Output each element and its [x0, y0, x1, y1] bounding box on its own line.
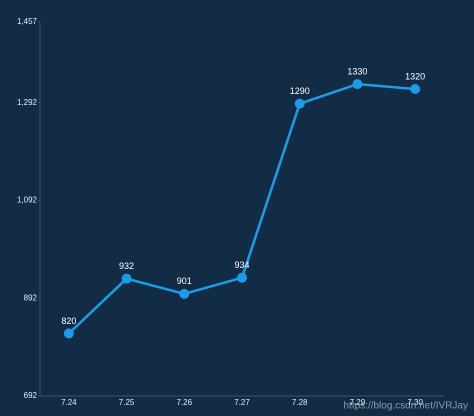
y-tick-label: 1,092: [17, 196, 38, 205]
value-label: 934: [234, 260, 249, 270]
x-tick-label: 7.27: [234, 398, 250, 407]
value-label: 1330: [347, 66, 367, 76]
point: [237, 272, 247, 283]
watermark: https://blog.csdn.net/IVRJay: [343, 401, 468, 412]
y-tick-label: 1,292: [17, 98, 38, 107]
x-tick-label: 7.25: [119, 398, 135, 407]
point: [352, 79, 363, 90]
value-label: 932: [119, 261, 134, 271]
x-tick-label: 7.26: [176, 398, 192, 407]
point: [294, 98, 305, 109]
value-label: 1320: [405, 71, 425, 81]
x-tick-label: 7.24: [61, 398, 77, 407]
point: [121, 273, 132, 284]
x-tick-label: 7.28: [292, 398, 308, 407]
x-tick-label: 7.29: [350, 398, 366, 407]
y-tick-label: 1,457: [17, 17, 38, 26]
value-label: 1290: [290, 86, 310, 96]
y-tick-label: 692: [24, 391, 38, 400]
y-tick-label: 892: [24, 293, 38, 302]
point: [63, 328, 74, 339]
point: [410, 83, 421, 94]
point: [179, 288, 190, 299]
x-tick-label: 7.30: [407, 398, 423, 407]
value-label: 901: [177, 276, 192, 286]
value-label: 820: [61, 316, 76, 326]
